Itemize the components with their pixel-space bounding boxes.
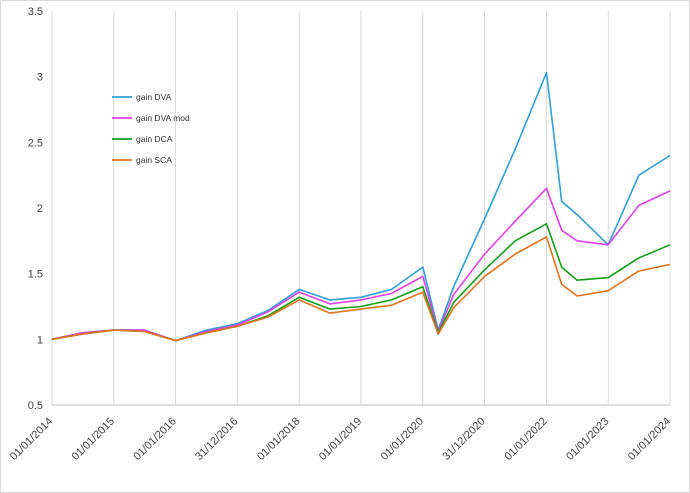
- series-line-3: [51, 236, 671, 342]
- y-tick-label: 2: [37, 203, 43, 215]
- legend-label: gain SCA: [136, 155, 172, 165]
- legend: gain DVA gain DVA mod gain DCA gain SCA: [112, 92, 190, 165]
- legend-label: gain DVA mod: [136, 113, 190, 123]
- y-tick-label: 2.5: [28, 137, 43, 149]
- legend-label: gain DVA: [136, 92, 172, 102]
- y-tick-label: 0.5: [28, 400, 43, 412]
- y-tick-label: 3: [37, 72, 43, 84]
- legend-label: gain DCA: [136, 134, 173, 144]
- y-tick-label: 1: [37, 334, 43, 346]
- y-axis-ticks: 0.5 1 1.5 2 2.5 3 3.5: [28, 6, 43, 412]
- y-tick-label: 3.5: [28, 6, 43, 18]
- series-lines: [51, 71, 671, 342]
- y-tick-label: 1.5: [28, 269, 43, 281]
- gridlines: [51, 11, 671, 406]
